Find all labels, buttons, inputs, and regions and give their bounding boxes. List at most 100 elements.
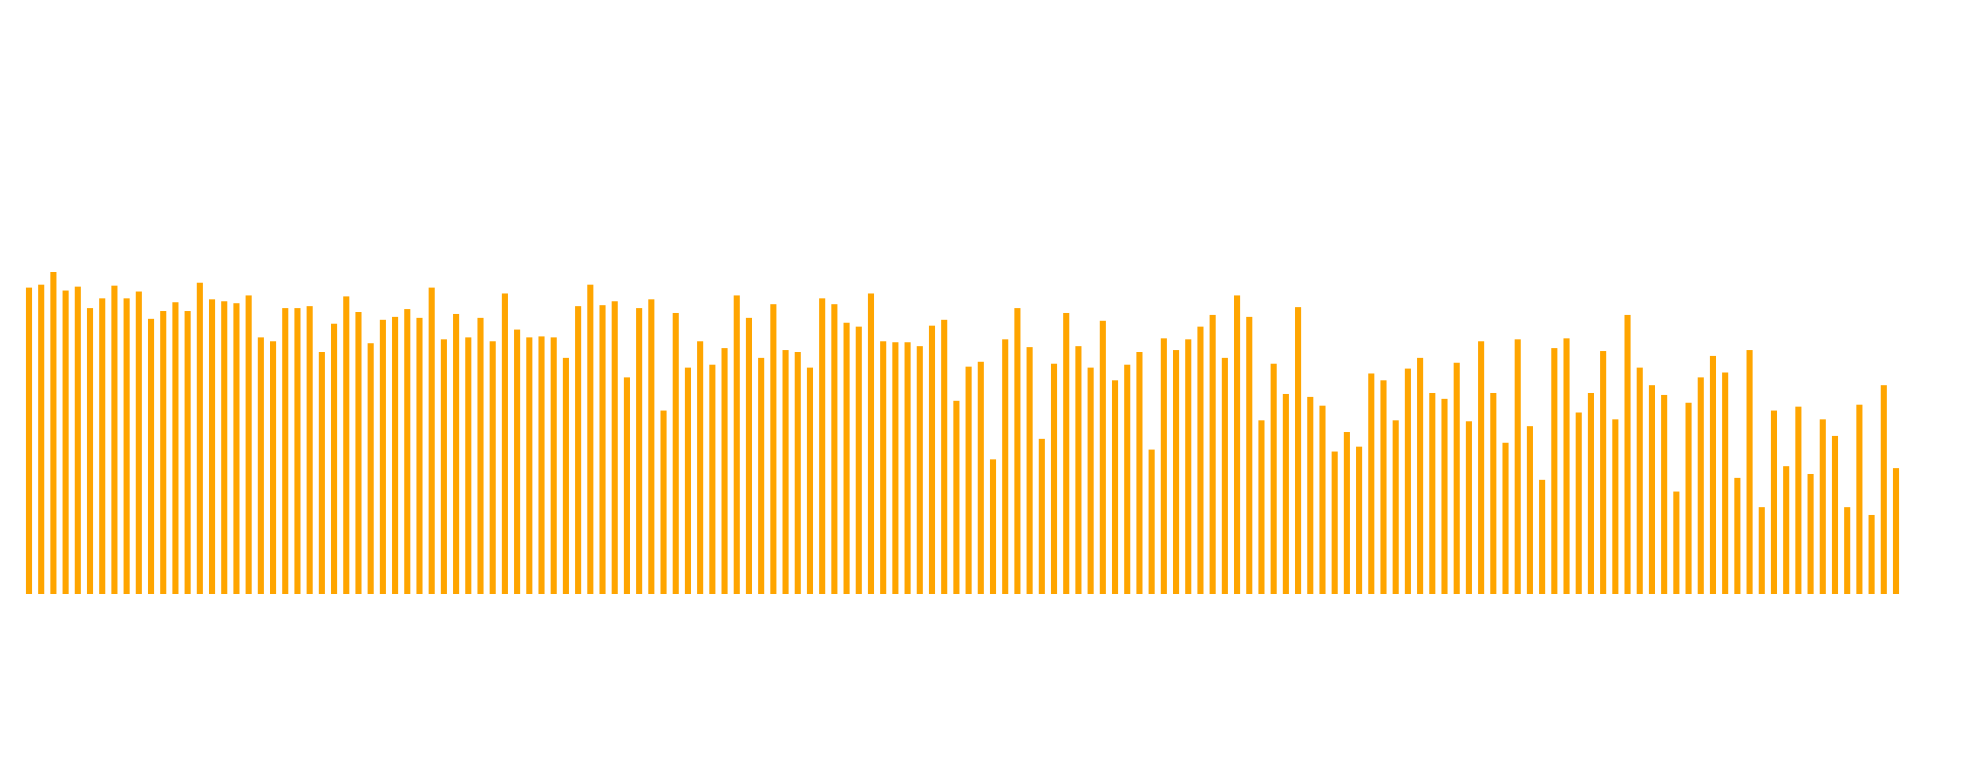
bar-16 [221, 301, 228, 594]
bar-153 [1892, 468, 1900, 594]
bars-group [25, 272, 1900, 594]
bar-108 [1343, 432, 1350, 594]
bar-90 [1124, 364, 1131, 594]
bar-99 [1234, 295, 1241, 594]
bar-30 [392, 316, 399, 594]
bar-66 [831, 304, 838, 594]
bar-54 [684, 367, 691, 594]
bar-129 [1600, 351, 1607, 594]
bar-71 [892, 342, 899, 594]
bar-28 [367, 343, 374, 594]
bar-41 [526, 337, 533, 594]
bar-139 [1722, 372, 1729, 594]
bar-68 [855, 326, 862, 594]
bar-98 [1221, 357, 1228, 594]
bar-24 [318, 352, 325, 594]
bar-56 [709, 364, 716, 594]
bar-94 [1173, 350, 1180, 594]
bar-45 [575, 306, 582, 594]
bar-4 [74, 286, 81, 594]
bar-122 [1514, 339, 1521, 594]
bar-121 [1502, 442, 1509, 594]
bar-64 [806, 367, 814, 594]
bar-133 [1648, 385, 1655, 594]
bar-132 [1636, 367, 1643, 594]
bar-89 [1111, 380, 1119, 594]
bar-23 [306, 306, 313, 594]
bar-6 [99, 298, 106, 594]
bar-137 [1697, 377, 1704, 594]
bar-58 [733, 295, 740, 594]
bar-95 [1185, 339, 1192, 594]
bar-77 [965, 366, 972, 594]
bar-105 [1307, 396, 1314, 594]
bar-115 [1429, 392, 1436, 594]
bar-51 [648, 299, 655, 594]
bar-17 [233, 303, 240, 594]
bar-140 [1734, 477, 1741, 594]
bar-107 [1331, 451, 1338, 594]
bar-55 [697, 341, 704, 594]
bar-70 [880, 341, 887, 594]
bar-106 [1319, 405, 1326, 594]
bar-109 [1356, 446, 1363, 594]
bar-21 [282, 308, 289, 594]
bar-88 [1099, 320, 1106, 594]
bar-59 [745, 317, 752, 594]
bar-84 [1050, 363, 1058, 594]
bar-118 [1465, 421, 1472, 594]
bar-35 [453, 313, 460, 594]
bar-5 [86, 308, 94, 594]
bar-29 [379, 319, 386, 594]
bar-82 [1026, 347, 1033, 594]
bar-7 [111, 285, 118, 594]
bar-33 [428, 287, 435, 594]
bar-76 [953, 400, 960, 594]
bar-14 [196, 282, 203, 594]
bar-38 [489, 341, 496, 594]
bar-78 [977, 361, 984, 594]
bar-130 [1612, 419, 1619, 594]
bar-116 [1441, 398, 1448, 594]
bar-40 [514, 329, 521, 594]
bar-151 [1868, 514, 1875, 594]
bar-47 [599, 305, 606, 594]
bar-43 [550, 337, 557, 594]
bar-20 [270, 341, 277, 594]
bar-27 [355, 312, 362, 594]
bar-36 [465, 337, 472, 594]
bar-113 [1404, 368, 1411, 594]
bar-79 [989, 459, 997, 594]
bar-32 [416, 317, 423, 594]
bar-125 [1551, 348, 1558, 594]
bar-144 [1783, 466, 1790, 594]
bar-92 [1148, 449, 1155, 594]
bar-11 [160, 311, 167, 594]
bar-93 [1160, 338, 1167, 594]
bar-136 [1685, 402, 1692, 594]
bar-19 [257, 337, 264, 594]
bar-25 [331, 323, 338, 594]
bar-135 [1673, 491, 1680, 594]
bar-114 [1417, 357, 1424, 594]
bar-42 [538, 336, 545, 594]
bar-100 [1246, 316, 1253, 594]
bar-57 [721, 348, 728, 594]
bar-146 [1807, 473, 1814, 594]
bar-37 [477, 317, 484, 594]
bar-131 [1624, 314, 1631, 594]
bar-150 [1856, 404, 1863, 594]
bar-69 [867, 293, 875, 594]
bar-67 [843, 322, 850, 594]
bar-15 [208, 299, 216, 594]
bar-134 [1661, 394, 1668, 594]
bar-2 [50, 272, 57, 594]
bar-97 [1209, 314, 1216, 594]
bar-141 [1746, 350, 1753, 594]
bar-102 [1270, 363, 1277, 594]
bar-53 [672, 312, 679, 594]
bar-13 [184, 311, 191, 594]
bar-124 [1539, 479, 1546, 594]
bar-83 [1038, 438, 1045, 594]
bar-63 [794, 352, 801, 594]
